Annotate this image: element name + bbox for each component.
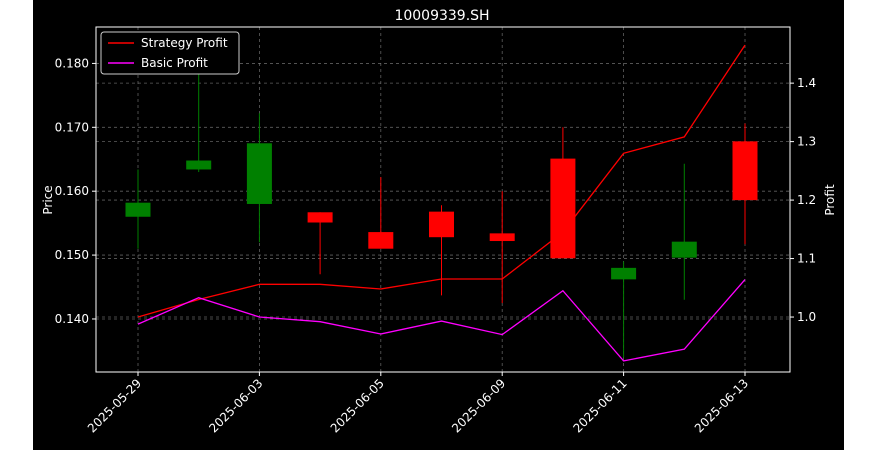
right-tick-label: 1.4 [797, 76, 816, 90]
left-tick-label: 0.150 [55, 248, 89, 262]
right-axis: 1.0 1.1 1.2 1.3 1.4 [790, 76, 816, 324]
legend-label-basic: Basic Profit [141, 56, 208, 70]
right-tick-label: 1.2 [797, 193, 816, 207]
legend-label-strategy: Strategy Profit [141, 36, 228, 50]
candlestick-chart: 10009339.SH 0.140 0.150 0.160 0.170 0.180 1.… [41, 8, 837, 435]
candles [125, 66, 758, 358]
candle-body [368, 232, 394, 249]
right-tick-label: 1.0 [797, 310, 816, 324]
x-tick-label: 2025-05-29 [85, 376, 144, 435]
profit-lines [137, 44, 746, 362]
left-axis: 0.140 0.150 0.160 0.170 0.180 [55, 56, 96, 326]
candle-body [489, 233, 515, 242]
left-tick-label: 0.160 [55, 184, 89, 198]
candle-body [611, 267, 637, 280]
legend: Strategy Profit Basic Profit [100, 31, 240, 75]
candle-body [429, 211, 454, 238]
right-axis-label: Profit [823, 184, 837, 216]
left-tick-label: 0.140 [55, 312, 89, 326]
left-tick-label: 0.170 [55, 120, 89, 134]
left-tick-label: 0.180 [55, 56, 89, 70]
basic-profit-line [137, 279, 746, 362]
x-tick-label: 2025-06-09 [449, 376, 508, 435]
candle-body [307, 212, 333, 223]
x-axis: 2025-05-29 2025-06-03 2025-06-05 2025-06-09… [85, 372, 751, 435]
right-tick-label: 1.1 [797, 252, 816, 266]
right-tick-label: 1.3 [797, 135, 816, 149]
x-tick-label: 2025-06-05 [328, 376, 387, 435]
plot-frame [95, 26, 791, 373]
legend-box [100, 31, 240, 75]
candle-body [671, 241, 697, 258]
x-tick-label: 2025-06-03 [206, 376, 265, 435]
x-tick-label: 2025-06-11 [571, 376, 630, 435]
left-axis-label: Price [41, 185, 55, 214]
grid-lines [96, 27, 790, 372]
chart-figure: 10009339.SH 0.140 0.150 0.160 0.170 0.180 1.… [33, 0, 844, 450]
x-tick-label: 2025-06-13 [692, 376, 751, 435]
candle-body [125, 202, 151, 217]
chart-title: 10009339.SH [394, 8, 489, 24]
candle-body [186, 160, 212, 170]
candle-body [732, 141, 758, 201]
candle-body [550, 158, 576, 259]
candle-body [246, 143, 272, 204]
